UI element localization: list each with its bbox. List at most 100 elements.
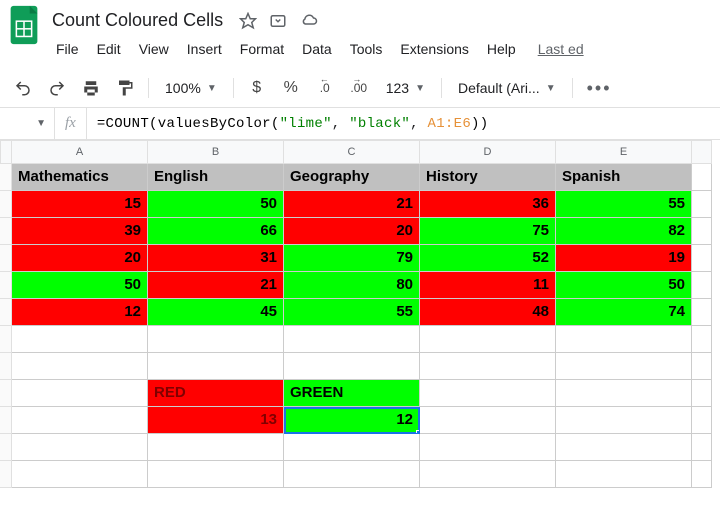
- cell-header[interactable]: Mathematics: [12, 164, 148, 191]
- row-header[interactable]: [0, 407, 12, 434]
- cell[interactable]: 55: [284, 299, 420, 326]
- cell[interactable]: 36: [420, 191, 556, 218]
- menu-file[interactable]: File: [48, 37, 87, 61]
- row-header[interactable]: [0, 299, 12, 326]
- cell[interactable]: [692, 245, 712, 272]
- column-header[interactable]: B: [148, 140, 284, 164]
- row-header[interactable]: [0, 326, 12, 353]
- print-button[interactable]: [76, 73, 106, 103]
- cell-header[interactable]: History: [420, 164, 556, 191]
- cell[interactable]: 48: [420, 299, 556, 326]
- name-box[interactable]: ▼: [0, 118, 54, 129]
- cell[interactable]: 31: [148, 245, 284, 272]
- column-header[interactable]: E: [556, 140, 692, 164]
- cell[interactable]: [12, 353, 148, 380]
- cell[interactable]: [692, 407, 712, 434]
- cell[interactable]: 82: [556, 218, 692, 245]
- cell[interactable]: [692, 272, 712, 299]
- menu-edit[interactable]: Edit: [89, 37, 129, 61]
- cell[interactable]: [692, 380, 712, 407]
- cell-red-label[interactable]: RED: [148, 380, 284, 407]
- cell[interactable]: 39: [12, 218, 148, 245]
- menu-tools[interactable]: Tools: [342, 37, 391, 61]
- menu-insert[interactable]: Insert: [179, 37, 230, 61]
- cell[interactable]: [420, 353, 556, 380]
- row-header[interactable]: [0, 380, 12, 407]
- cell[interactable]: [12, 461, 148, 488]
- cell[interactable]: [692, 353, 712, 380]
- cell[interactable]: [556, 353, 692, 380]
- cell[interactable]: 50: [556, 272, 692, 299]
- cell[interactable]: [692, 461, 712, 488]
- font-select[interactable]: Default (Ari...▼: [450, 80, 564, 96]
- decrease-decimal-button[interactable]: .0←: [310, 73, 340, 103]
- cell[interactable]: [148, 326, 284, 353]
- cell[interactable]: [692, 326, 712, 353]
- cell[interactable]: 45: [148, 299, 284, 326]
- star-icon[interactable]: [239, 12, 257, 30]
- cell[interactable]: [692, 191, 712, 218]
- cell-green-count[interactable]: 12: [284, 407, 420, 434]
- row-header[interactable]: [0, 191, 12, 218]
- last-edit-link[interactable]: Last ed: [538, 41, 584, 57]
- cell[interactable]: [148, 353, 284, 380]
- cell[interactable]: [12, 434, 148, 461]
- menu-extensions[interactable]: Extensions: [392, 37, 476, 61]
- cell[interactable]: [692, 299, 712, 326]
- row-header[interactable]: [0, 272, 12, 299]
- cell[interactable]: 20: [12, 245, 148, 272]
- cell[interactable]: [420, 434, 556, 461]
- cell[interactable]: 20: [284, 218, 420, 245]
- cell[interactable]: 66: [148, 218, 284, 245]
- column-header[interactable]: D: [420, 140, 556, 164]
- row-header[interactable]: [0, 434, 12, 461]
- cell-green-label[interactable]: GREEN: [284, 380, 420, 407]
- cell[interactable]: 75: [420, 218, 556, 245]
- cell[interactable]: 74: [556, 299, 692, 326]
- column-header[interactable]: A: [12, 140, 148, 164]
- cell-red-count[interactable]: 13: [148, 407, 284, 434]
- cell[interactable]: [420, 326, 556, 353]
- cell[interactable]: [420, 461, 556, 488]
- row-header[interactable]: [0, 353, 12, 380]
- formula-input[interactable]: =COUNT(valuesByColor("lime", "black", A1…: [87, 116, 720, 132]
- cell[interactable]: 15: [12, 191, 148, 218]
- cell[interactable]: [12, 326, 148, 353]
- cell[interactable]: [148, 434, 284, 461]
- undo-button[interactable]: [8, 73, 38, 103]
- row-header[interactable]: [0, 218, 12, 245]
- cell[interactable]: 21: [148, 272, 284, 299]
- cell[interactable]: 55: [556, 191, 692, 218]
- cell[interactable]: [284, 326, 420, 353]
- cell[interactable]: 80: [284, 272, 420, 299]
- percent-button[interactable]: %: [276, 73, 306, 103]
- menu-help[interactable]: Help: [479, 37, 524, 61]
- cell[interactable]: 19: [556, 245, 692, 272]
- cell[interactable]: [420, 380, 556, 407]
- cell-header[interactable]: Geography: [284, 164, 420, 191]
- document-title[interactable]: Count Coloured Cells: [48, 8, 227, 33]
- number-format-select[interactable]: 123▼: [378, 80, 433, 96]
- menu-view[interactable]: View: [131, 37, 177, 61]
- cell[interactable]: [692, 434, 712, 461]
- paint-format-button[interactable]: [110, 73, 140, 103]
- increase-decimal-button[interactable]: .00→: [344, 73, 374, 103]
- cell[interactable]: [692, 218, 712, 245]
- cell[interactable]: 21: [284, 191, 420, 218]
- sheets-logo[interactable]: [8, 4, 40, 46]
- cell[interactable]: [420, 407, 556, 434]
- cell[interactable]: 11: [420, 272, 556, 299]
- zoom-select[interactable]: 100%▼: [157, 80, 225, 96]
- cell[interactable]: [284, 461, 420, 488]
- cell[interactable]: 50: [12, 272, 148, 299]
- cell-header[interactable]: Spanish: [556, 164, 692, 191]
- menu-format[interactable]: Format: [232, 37, 292, 61]
- column-header[interactable]: [692, 140, 712, 164]
- cell[interactable]: [556, 380, 692, 407]
- move-icon[interactable]: [269, 12, 287, 30]
- cell[interactable]: 79: [284, 245, 420, 272]
- cell[interactable]: [556, 326, 692, 353]
- row-header[interactable]: [0, 164, 12, 191]
- cell[interactable]: [12, 407, 148, 434]
- more-button[interactable]: •••: [581, 78, 618, 99]
